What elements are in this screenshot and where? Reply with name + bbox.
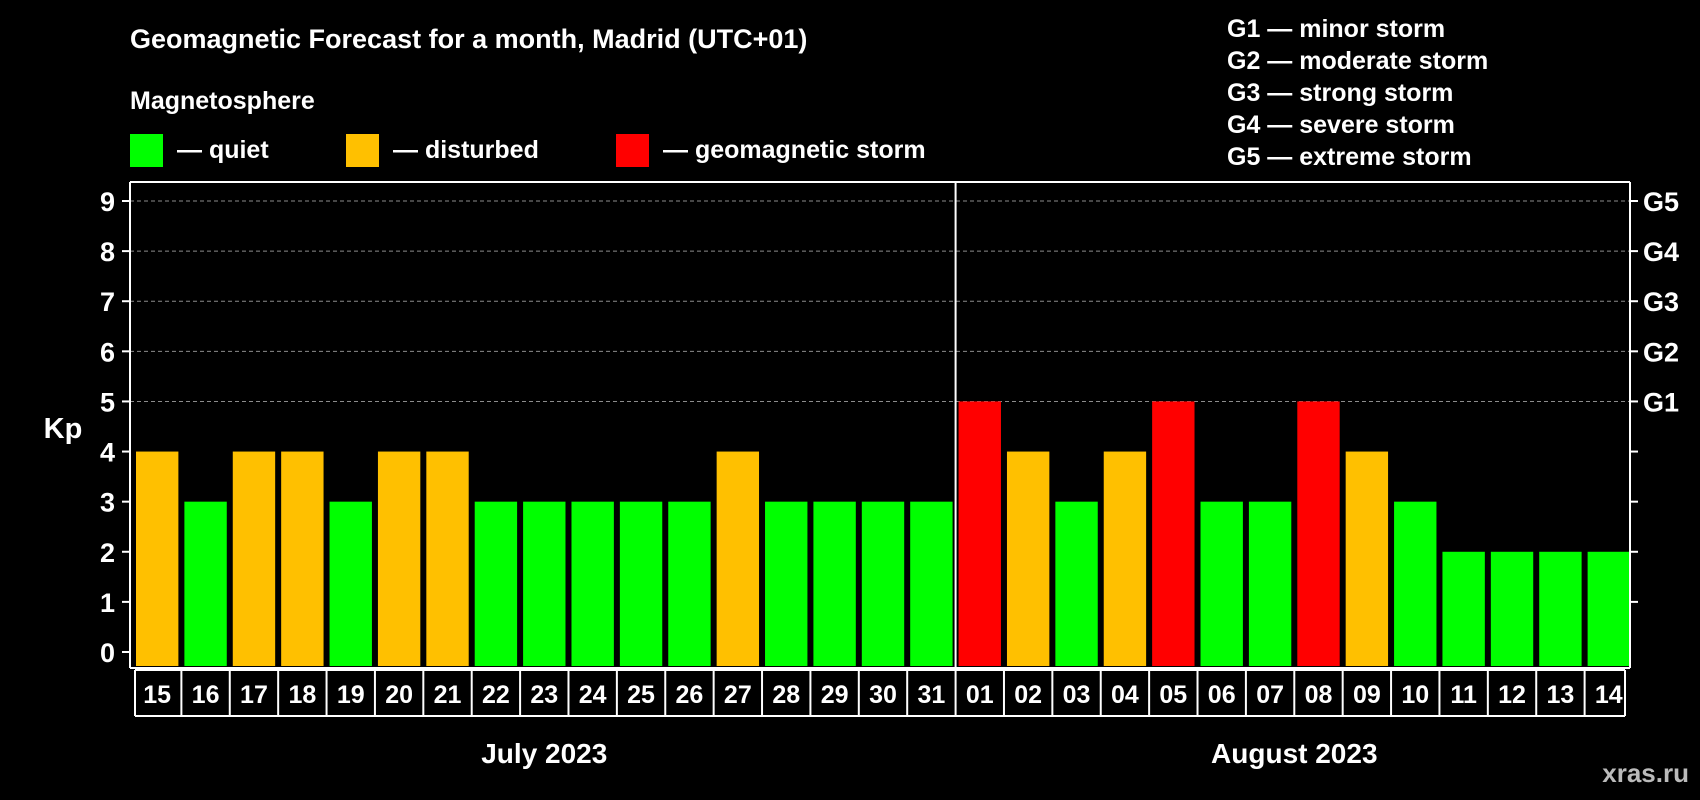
x-tick-label: 09 [1353,681,1381,709]
x-tick-label: 20 [385,681,413,709]
bar [377,451,421,666]
right-axis-label: G1 [1643,387,1679,417]
x-tick-label: 17 [240,681,268,709]
bar [1103,451,1147,666]
x-tick-label: 03 [1063,681,1091,709]
right-axis-label: G2 [1643,337,1679,367]
legend-heading: Magnetosphere [130,87,315,115]
legend-label-disturbed: — disturbed [393,136,539,164]
bar [1394,501,1437,666]
x-tick-label: 23 [530,681,558,709]
bar [1587,551,1630,666]
x-tick-label: 19 [337,681,365,709]
x-tick-label: 10 [1401,681,1429,709]
bar [281,451,324,666]
bar [765,501,808,666]
y-tick-label: 4 [100,438,115,468]
right-axis-label: G4 [1643,237,1679,267]
bar [523,501,566,666]
bar [1248,501,1292,666]
storm-scale-list: G1 — minor storm G2 — moderate storm G3 … [1227,15,1488,171]
x-tick-label: 28 [772,681,800,709]
bar [232,451,276,666]
x-tick-label: 14 [1595,681,1623,709]
bar [1297,401,1340,666]
x-tick-label: 21 [434,681,462,709]
bar [474,501,518,666]
bar [861,501,905,666]
y-tick-label: 7 [100,287,115,317]
x-tick-label: 05 [1159,681,1187,709]
legend-label-storm: — geomagnetic storm [663,136,926,164]
legend-swatch-disturbed [346,134,379,167]
bar [1539,551,1582,666]
legend-swatch-storm [616,134,649,167]
y-tick-label: 0 [100,638,115,668]
bar [1152,401,1195,666]
storm-scale-g5: G5 — extreme storm [1227,143,1472,171]
month-label: July 2023 [481,738,607,769]
storm-scale-g2: G2 — moderate storm [1227,47,1488,75]
y-tick-label: 6 [100,337,115,367]
bar [619,501,663,666]
bar [716,451,760,666]
x-tick-label: 02 [1014,681,1042,709]
x-tick-label: 01 [966,681,994,709]
legend: — quiet — disturbed — geomagnetic storm [130,134,926,167]
legend-swatch-quiet [130,134,163,167]
bar [329,501,372,666]
x-tick-label: 12 [1498,681,1526,709]
bar [668,501,711,666]
right-axis-label: G5 [1643,187,1679,217]
y-axis-label: Kp [44,413,83,445]
month-label: August 2023 [1211,738,1378,769]
bar [958,401,1001,666]
bar [910,501,953,666]
bar [136,451,179,666]
x-tick-label: 07 [1256,681,1284,709]
bar [1345,451,1389,666]
x-tick-label: 25 [627,681,655,709]
x-tick-label: 11 [1450,681,1477,709]
x-tick-label: 22 [482,681,510,709]
bar [1490,551,1534,666]
storm-scale-g3: G3 — strong storm [1227,79,1453,107]
legend-label-quiet: — quiet [177,136,269,164]
bar [571,501,614,666]
x-tick-label: 06 [1208,681,1236,709]
x-tick-label: 30 [869,681,897,709]
bar [1442,551,1485,666]
x-tick-label: 08 [1305,681,1333,709]
x-tick-label: 27 [724,681,752,709]
bar [813,501,856,666]
y-tick-label: 1 [100,588,115,618]
bar [1006,451,1050,666]
watermark: xras.ru [1602,758,1689,788]
bar [1200,501,1243,666]
right-axis-label: G3 [1643,287,1679,317]
x-tick-label: 13 [1547,681,1575,709]
chart-title: Geomagnetic Forecast for a month, Madrid… [130,24,807,54]
x-tick-label: 31 [917,681,945,709]
storm-scale-g1: G1 — minor storm [1227,15,1445,43]
bar [184,501,227,666]
x-tick-label: 04 [1111,681,1139,709]
bar [426,451,469,666]
x-tick-label: 24 [579,681,607,709]
x-tick-label: 29 [821,681,849,709]
y-tick-label: 5 [100,387,115,417]
y-tick-label: 3 [100,488,115,518]
x-tick-label: 15 [143,681,171,709]
y-tick-label: 9 [100,187,115,217]
x-tick-label: 26 [676,681,704,709]
y-tick-label: 8 [100,237,115,267]
storm-scale-g4: G4 — severe storm [1227,111,1455,139]
x-tick-label: 18 [288,681,316,709]
x-tick-label: 16 [192,681,220,709]
y-tick-label: 2 [100,538,115,568]
bar [1055,501,1098,666]
